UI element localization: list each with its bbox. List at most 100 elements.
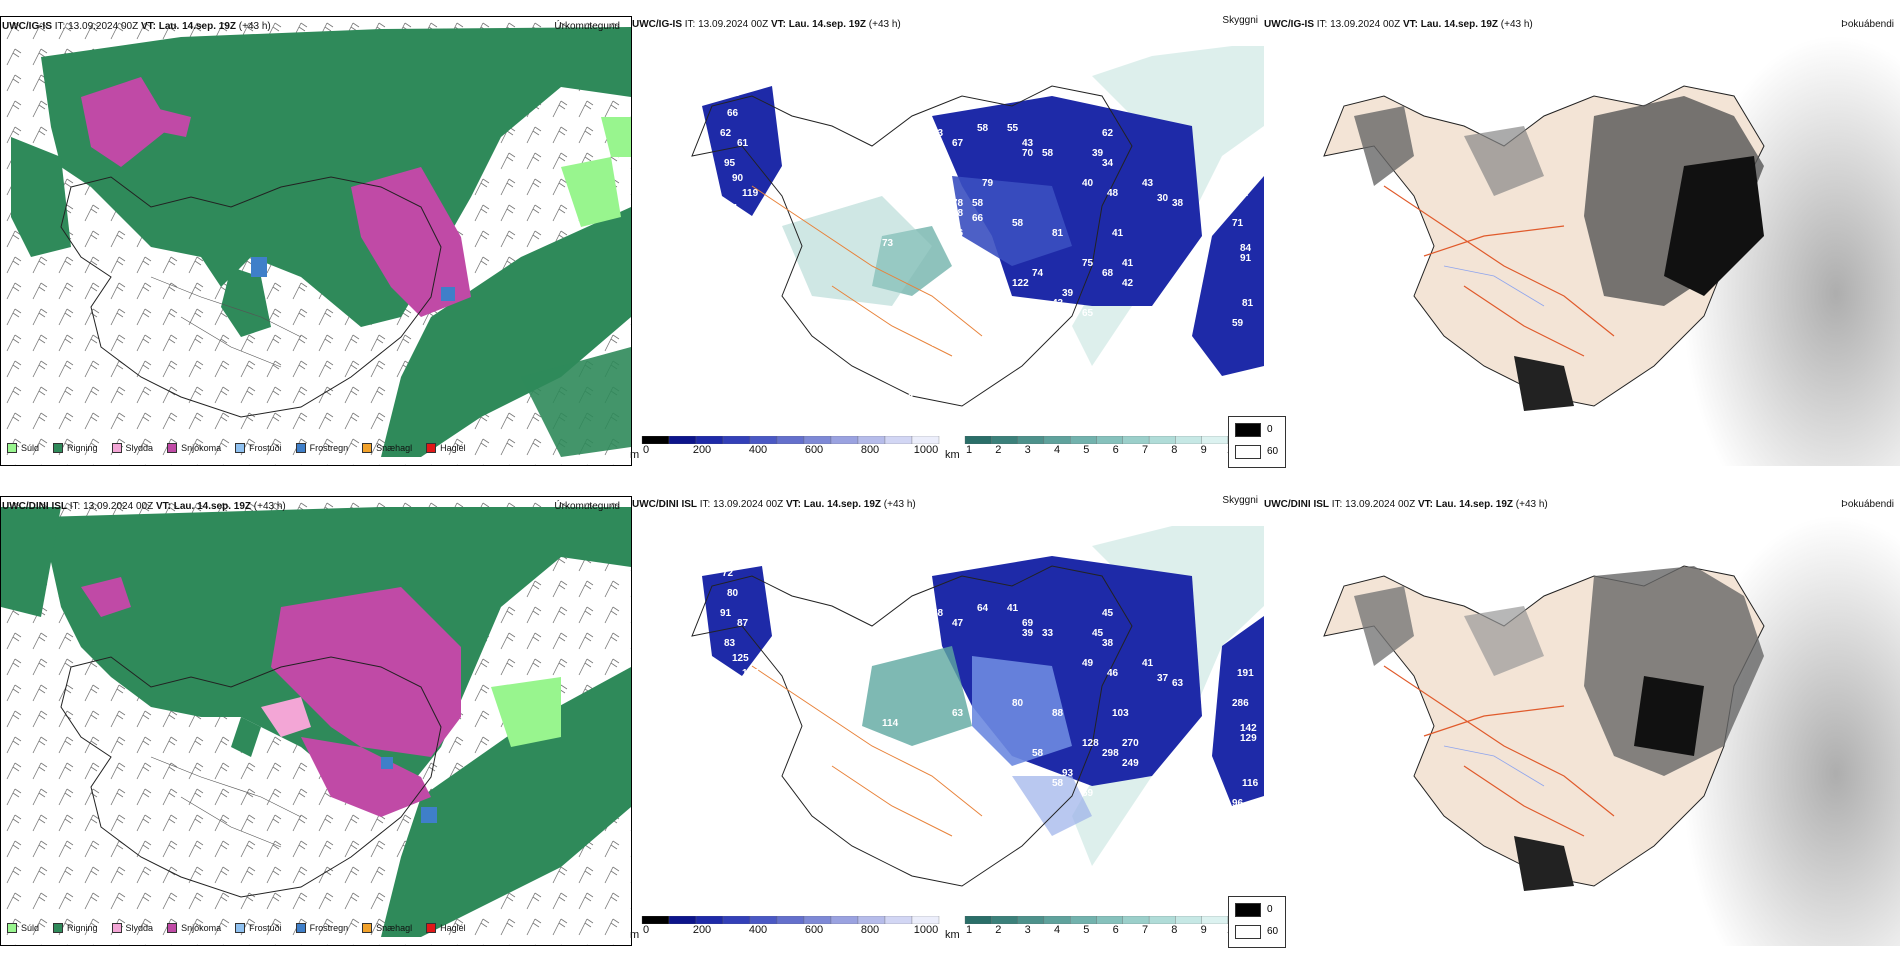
legend-swatch [7,443,17,453]
panel-title: Þokuábendi [1841,499,1894,510]
cloud-base-label: 70 [1022,148,1034,159]
cloud-base-label: 38 [1102,638,1114,649]
cloud-base-label: 81 [1052,228,1064,239]
cloud-base-label: 95 [724,158,736,169]
legend-swatch [7,923,17,933]
cloud-base-label: 56 [952,228,964,239]
cloud-base-label: 107 [742,668,759,679]
visibility-colorbar-bin [964,916,992,924]
panel-title: Skyggni [1222,495,1258,506]
model-name: UWC/DINI ISL [1264,499,1329,510]
cloud-base-label: 45 [1092,628,1104,639]
fog-legend-swatch-high [1235,903,1261,917]
visibility-colorbar-bin [1096,916,1123,924]
lead-time: (+43 h) [868,19,901,30]
visibility-tick-label: 4 [1053,924,1061,936]
legend-label: Frostregn [309,923,349,933]
cloud-base-label: 181 [722,88,739,99]
vt-value: Lau. 14.sep. 19Z [158,21,237,32]
visibility-tick-label: 3 [1024,924,1031,936]
cloud-base-label: 143 [672,723,689,734]
cloud-base-label: 66 [727,108,739,119]
vt-label: VT: [155,501,171,512]
visibility-colorbar-bin [964,436,992,444]
height-tick-label: 200 [692,444,712,456]
cloud-base-label: 58 [1042,148,1054,159]
fog-legend-high: 0 [1267,904,1273,915]
cloud-base-label: 65 [1082,308,1094,319]
cloud-base-label: 87 [737,618,749,629]
cloud-base-label: 41 [1007,603,1019,614]
height-colorbar-bin [722,916,751,924]
precip-legend: Súld Rigning Slydda Snjókoma Frostúði Frostre… [7,923,466,933]
height-colorbar-bin [668,436,697,444]
legend-item: Súld [7,923,39,933]
height-colorbar-bin [776,436,805,444]
row-ig-is: Súld Rigning Slydda Snjókoma Frostúði Frostre… [0,15,1900,476]
visibility-colorbar-bin [991,436,1018,444]
cloud-base-label: 41 [1142,658,1154,669]
legend-item: Slydda [111,443,153,453]
cloud-base-label: 43 [1022,138,1034,149]
cloud-base-label: 74 [752,233,764,244]
cloud-base-panel: UWC/DINI ISL IT: 13.09.2024 00Z VT: Lau.… [630,495,1264,956]
legend-item: Haglél [426,923,466,933]
cloud-base-label: 48 [1107,188,1119,199]
vt-value: Lau. 14.sep. 19Z [788,19,867,30]
cloud-base-label: 43 [1142,178,1154,189]
cloud-base-label: 255 [737,698,754,709]
cloud-base-label: 62 [1102,128,1114,139]
height-ticks: 0 200 400 600 800 1000 [642,444,942,458]
fog-legend: 0 60 [1228,416,1286,468]
legend-swatch [111,923,122,933]
height-tick-label: 400 [748,924,768,936]
panel-title: Skyggni [1222,15,1258,26]
legend-item: Snæhagl [362,923,412,933]
height-colorbar-bin [695,436,724,444]
cloud-base-label: 39 [1022,628,1034,639]
cloud-base-label: 125 [732,653,749,664]
cloud-base-label: 58 [977,123,989,134]
fog-legend-high: 0 [1267,424,1273,435]
height-colorbar-bin [830,916,859,924]
height-tick-label: 800 [860,444,880,456]
cloud-base-label: 298 [1102,748,1119,759]
visibility-ticks: 12345678910 [965,444,1255,458]
legend-item: Frostúði [235,443,282,453]
cloud-base-label: 91 [720,608,732,619]
legend-item: Snjókoma [167,443,221,453]
height-colorbar-bin [749,916,778,924]
visibility-tick-label: 5 [1083,924,1090,936]
vt-label: VT: [1417,499,1433,510]
legend-label: Haglél [440,443,466,453]
cloud-base-label: 43 [1052,298,1064,309]
cloud-header: UWC/IG-IS IT: 13.09.2024 00Z VT: Lau. 14… [632,15,1264,34]
visibility-colorbar: 12345678910 km [945,436,1257,461]
cloud-base-label: 88 [1052,708,1064,719]
visibility-tick-label: 8 [1171,444,1178,456]
it-value: 13.09.2024 00Z [1330,19,1401,30]
legend-swatch [53,443,64,453]
legend-label: Snjókoma [181,923,222,933]
legend-swatch [295,443,306,453]
cloud-base-label: 129 [1240,733,1257,744]
legend-item: Frostregn [295,443,348,453]
cloud-base-label: 61 [737,138,749,149]
lead-time: (+43 h) [1500,19,1533,30]
height-colorbar-bin [749,436,778,444]
fog-map-area [1264,36,1900,476]
height-colorbar-bin [641,436,670,444]
cloud-base-label: 47 [952,618,964,629]
fog-legend: 0 60 [1228,896,1286,948]
visibility-colorbar-bin [1148,916,1176,924]
height-tick-label: 800 [860,924,880,936]
visibility-colorbar-bin [1148,436,1176,444]
legend-item: Rigning [53,923,98,933]
visibility-tick-label: 9 [1200,924,1207,936]
it-label: IT: [699,499,711,510]
visibility-colorbar-bin [1017,916,1045,924]
model-name: UWC/IG-IS [1264,19,1314,30]
legend-label: Snæhagl [376,923,413,933]
height-colorbar-bin [830,436,859,444]
